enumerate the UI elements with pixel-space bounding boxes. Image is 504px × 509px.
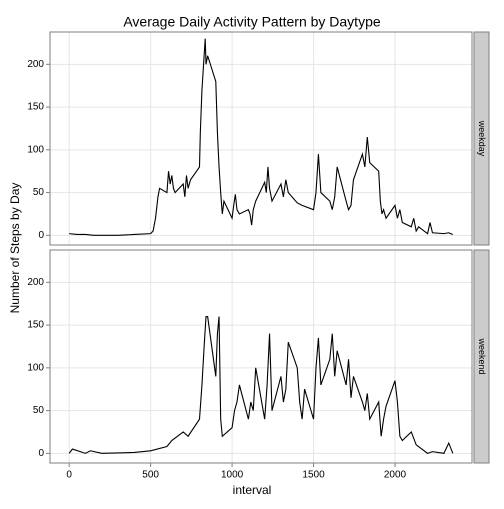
panel-border — [49, 31, 473, 246]
y-tick-label: 50 — [33, 405, 45, 416]
x-tick-label: 1500 — [302, 470, 325, 481]
y-tick-label: 0 — [38, 448, 44, 459]
y-tick-label: 50 — [33, 187, 45, 198]
data-line — [69, 38, 454, 236]
facet-strip — [473, 249, 490, 464]
y-tick-label: 150 — [27, 320, 44, 331]
panel — [50, 250, 472, 463]
x-tick-label: 500 — [142, 470, 159, 481]
panel — [50, 32, 472, 245]
facet-label: weekday — [477, 120, 487, 157]
y-tick-label: 0 — [38, 230, 44, 241]
x-axis-label: interval — [233, 483, 272, 497]
x-tick-label: 1000 — [221, 470, 244, 481]
y-tick-label: 150 — [27, 102, 44, 113]
facet-label: weekend — [477, 337, 487, 374]
chart-title: Average Daily Activity Pattern by Daytyp… — [123, 14, 381, 30]
data-line — [68, 315, 454, 454]
y-axis-label: Number of Steps by Day — [8, 183, 22, 314]
y-tick-label: 100 — [27, 144, 44, 155]
panel-border — [49, 249, 473, 464]
facet-strip — [473, 31, 490, 246]
x-tick-label: 0 — [66, 470, 72, 481]
x-tick-label: 2000 — [384, 470, 407, 481]
y-tick-label: 100 — [27, 362, 44, 373]
y-tick-label: 200 — [27, 277, 44, 288]
y-tick-label: 200 — [27, 59, 44, 70]
